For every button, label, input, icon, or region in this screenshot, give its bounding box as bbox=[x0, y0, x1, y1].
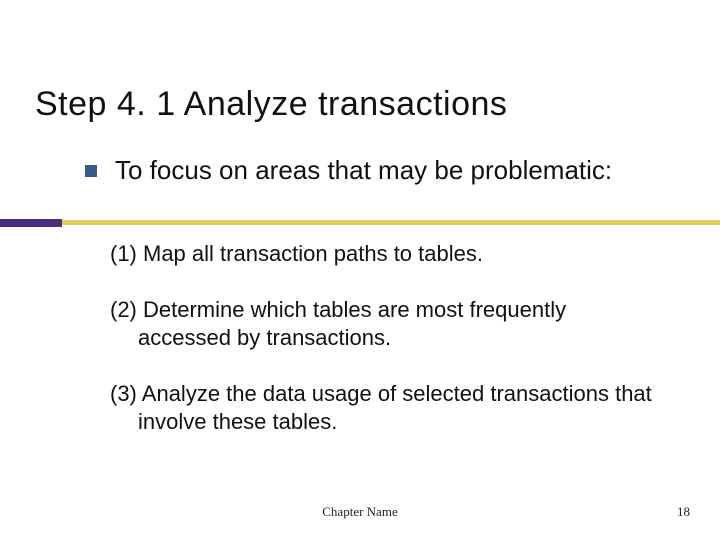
accent-rule bbox=[0, 219, 720, 227]
main-bullet-text: To focus on areas that may be problemati… bbox=[115, 154, 675, 186]
square-bullet-icon bbox=[85, 165, 97, 177]
rule-yellow bbox=[0, 220, 720, 225]
slide-title: Step 4. 1 Analyze transactions bbox=[35, 85, 507, 124]
sub-items: (1) Map all transaction paths to tables.… bbox=[110, 240, 665, 464]
sub-item: (2) Determine which tables are most freq… bbox=[110, 296, 665, 352]
main-bullet: To focus on areas that may be problemati… bbox=[85, 154, 675, 186]
sub-item: (1) Map all transaction paths to tables. bbox=[110, 240, 665, 268]
slide: Step 4. 1 Analyze transactions To focus … bbox=[0, 0, 720, 540]
sub-item: (3) Analyze the data usage of selected t… bbox=[110, 380, 665, 436]
page-number: 18 bbox=[677, 504, 690, 520]
rule-purple bbox=[0, 219, 62, 227]
footer-chapter: Chapter Name bbox=[0, 504, 720, 520]
